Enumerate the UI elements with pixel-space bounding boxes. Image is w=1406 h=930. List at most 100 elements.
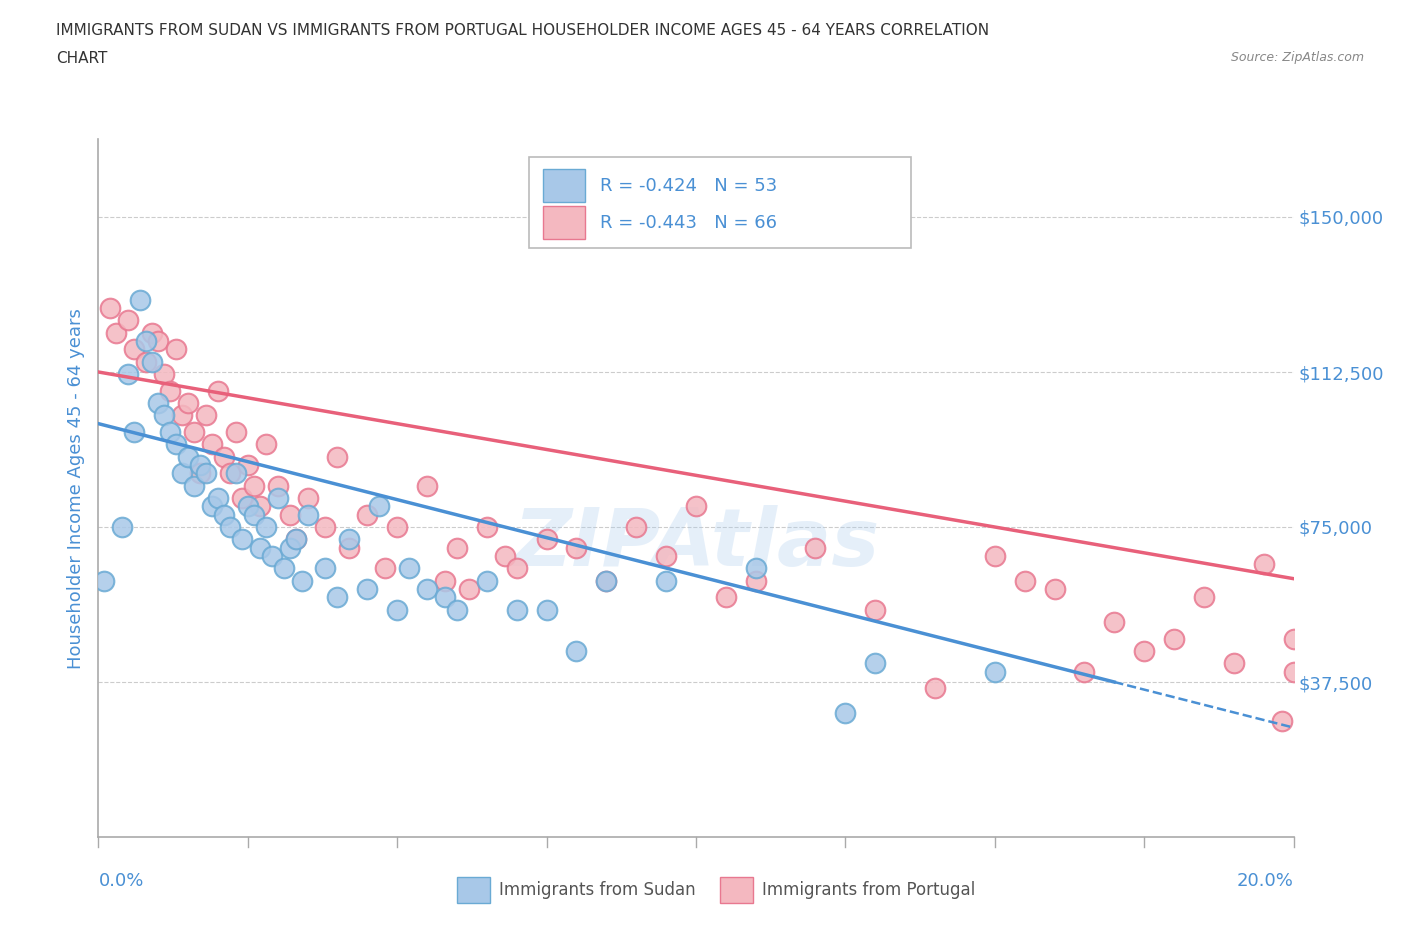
Point: [177, 449, 200, 464]
Point: [194, 408, 218, 423]
Point: [231, 532, 253, 547]
Text: Immigrants from Portugal: Immigrants from Portugal: [762, 881, 974, 899]
Point: [714, 590, 737, 604]
FancyBboxPatch shape: [543, 206, 585, 239]
Point: [1133, 644, 1156, 658]
Point: [565, 540, 588, 555]
Point: [1014, 573, 1036, 588]
Point: [141, 354, 163, 369]
Point: [219, 466, 242, 481]
Point: [1253, 557, 1275, 572]
Point: [219, 520, 242, 535]
Point: [141, 326, 163, 340]
Point: [243, 507, 266, 522]
Point: [207, 491, 229, 506]
Point: [153, 366, 176, 381]
Point: [356, 581, 378, 596]
Point: [243, 478, 266, 493]
Point: [745, 573, 768, 588]
Point: [865, 603, 887, 618]
Point: [536, 603, 558, 618]
Point: [339, 532, 360, 547]
Point: [983, 664, 1005, 679]
Point: [326, 449, 349, 464]
Text: R = -0.424   N = 53: R = -0.424 N = 53: [600, 177, 778, 194]
Point: [1282, 631, 1305, 646]
Point: [595, 573, 617, 588]
Point: [804, 540, 827, 555]
Point: [506, 603, 529, 618]
Point: [207, 383, 229, 398]
Point: [983, 549, 1005, 564]
Point: [260, 549, 283, 564]
Point: [159, 383, 181, 398]
Point: [159, 424, 181, 439]
Point: [565, 644, 588, 658]
Point: [117, 312, 139, 327]
Point: [475, 573, 498, 588]
Point: [284, 532, 307, 547]
Point: [624, 520, 647, 535]
Point: [1043, 581, 1066, 596]
Point: [1073, 664, 1095, 679]
Point: [249, 498, 271, 513]
Point: [655, 549, 678, 564]
Point: [267, 478, 290, 493]
Point: [254, 520, 277, 535]
Point: [231, 491, 253, 506]
Text: Immigrants from Sudan: Immigrants from Sudan: [499, 881, 696, 899]
FancyBboxPatch shape: [457, 877, 491, 903]
Point: [339, 540, 360, 555]
Point: [685, 498, 707, 513]
Point: [595, 573, 617, 588]
Point: [924, 681, 946, 696]
Point: [177, 395, 200, 410]
Point: [297, 507, 319, 522]
Point: [225, 466, 247, 481]
Point: [506, 561, 529, 576]
Text: IMMIGRANTS FROM SUDAN VS IMMIGRANTS FROM PORTUGAL HOUSEHOLDER INCOME AGES 45 - 6: IMMIGRANTS FROM SUDAN VS IMMIGRANTS FROM…: [56, 23, 990, 38]
Point: [385, 603, 409, 618]
Point: [135, 334, 157, 349]
Point: [494, 549, 516, 564]
Point: [105, 326, 128, 340]
Point: [165, 342, 187, 357]
Text: 0.0%: 0.0%: [98, 872, 143, 890]
Point: [111, 520, 134, 535]
FancyBboxPatch shape: [720, 877, 754, 903]
Point: [236, 498, 259, 513]
Point: [183, 478, 205, 493]
Point: [475, 520, 498, 535]
Point: [124, 342, 146, 357]
Point: [254, 437, 277, 452]
Point: [153, 408, 176, 423]
Point: [745, 561, 768, 576]
Point: [1192, 590, 1215, 604]
Point: [284, 532, 307, 547]
Point: [98, 300, 122, 315]
Point: [315, 561, 337, 576]
Point: [212, 507, 235, 522]
Point: [278, 507, 301, 522]
Point: [1163, 631, 1185, 646]
Point: [865, 656, 887, 671]
Point: [655, 573, 678, 588]
Point: [368, 498, 391, 513]
Point: [212, 449, 235, 464]
Point: [1223, 656, 1246, 671]
Point: [165, 437, 187, 452]
Point: [201, 498, 224, 513]
Text: CHART: CHART: [56, 51, 108, 66]
Point: [297, 491, 319, 506]
Point: [398, 561, 420, 576]
Y-axis label: Householder Income Ages 45 - 64 years: Householder Income Ages 45 - 64 years: [66, 308, 84, 669]
Point: [135, 354, 157, 369]
Point: [172, 466, 194, 481]
Text: 20.0%: 20.0%: [1237, 872, 1294, 890]
Point: [188, 458, 211, 472]
Point: [315, 520, 337, 535]
Point: [236, 458, 259, 472]
Point: [273, 561, 295, 576]
Point: [434, 590, 457, 604]
Text: R = -0.443   N = 66: R = -0.443 N = 66: [600, 214, 778, 232]
